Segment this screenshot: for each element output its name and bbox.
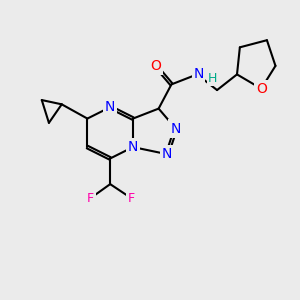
Text: O: O (150, 59, 161, 73)
Text: N: N (128, 140, 138, 154)
Text: F: F (87, 192, 94, 205)
Text: F: F (128, 192, 135, 205)
Text: N: N (105, 100, 116, 114)
Text: H: H (208, 71, 218, 85)
Text: N: N (194, 68, 204, 81)
Text: N: N (170, 122, 181, 136)
Text: N: N (162, 147, 172, 161)
Text: O: O (256, 82, 267, 96)
